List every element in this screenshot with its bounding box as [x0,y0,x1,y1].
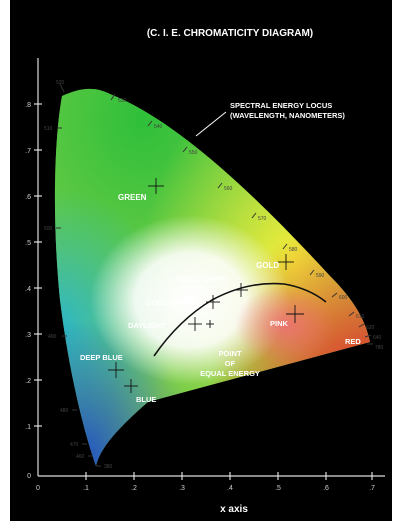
x-tick-label: 0 [36,485,40,492]
locus-label-line2: (WAVELENGTH, NANOMETERS) [230,111,345,120]
y-tick-label: 0 [27,473,31,480]
x-tick-label: .3 [179,485,185,492]
y-tick-label: .7 [25,148,31,155]
x-tick-label: .4 [227,485,233,492]
warm-white-label: WARM WHITE [176,275,226,284]
wavelength-label: 380 [104,464,113,470]
x-tick-label: .7 [369,485,375,492]
warm-white-marker [234,283,248,297]
wavelength-label: 460 [76,454,85,460]
diagram-title: (C. I. E. CHROMATICITY DIAGRAM) [147,28,313,39]
x-tick-label: .2 [131,485,137,492]
y-tick-labels: .8 .7 .6 .5 .4 .3 .2 .1 0 [25,102,31,480]
locus-callout-line [195,111,227,137]
wavelength-label: 480 [60,408,69,414]
wavelength-label: 580 [289,247,298,253]
wavelength-label: 780 [375,345,384,351]
wavelength-label: 620 [366,325,375,331]
blue-marker [124,379,138,393]
pink-marker [286,305,304,323]
y-tick-label: .5 [25,240,31,247]
wavelength-labels: 520 510 530 540 500 550 560 570 580 590 … [44,80,384,470]
wavelength-label: 610 [356,314,365,320]
wavelength-label: 510 [44,126,53,132]
wavelength-label: 590 [316,273,325,279]
pink-label: PINK [270,319,289,328]
wavelength-label: 550 [189,150,198,156]
y-tick-label: .1 [25,424,31,431]
equal-energy-marker [206,320,214,328]
x-tick-label: .5 [275,485,281,492]
wavelength-label: 540 [154,124,163,130]
wavelength-label: 520 [56,80,65,86]
x-tick-labels: 0 .1 .2 .3 .4 .5 .6 .7 [36,485,375,492]
y-tick-label: .3 [25,332,31,339]
daylight-label: DAYLIGHT [128,321,166,330]
point-markers [108,178,304,393]
green-marker [148,178,164,194]
blue-label: BLUE [136,395,156,404]
green-label: GREEN [118,193,147,202]
wavelength-label: 470 [70,442,79,448]
wavelength-label: 490 [48,334,57,340]
y-tick-label: .2 [25,378,31,385]
deep-blue-marker [108,362,124,378]
deep-blue-label: DEEP BLUE [80,353,123,362]
wavelength-label: 640 [373,335,382,341]
wavelength-label: 500 [44,226,53,232]
cool-white-marker [206,295,220,309]
equal-energy-label-3: EQUAL ENERGY [200,369,260,378]
wavelength-label: 560 [224,186,233,192]
axes [34,58,385,480]
gold-label: GOLD [256,261,279,270]
x-tick-label: .6 [323,485,329,492]
wavelength-markers [56,83,373,467]
y-tick-label: .4 [25,286,31,293]
gold-marker [278,254,294,270]
y-tick-label: .8 [25,102,31,109]
daylight-marker [188,317,202,331]
locus-label-line1: SPECTRAL ENERGY LOCUS [230,101,332,110]
wavelength-label: 530 [118,98,127,104]
equal-energy-label-2: OF [225,359,236,368]
wavelength-label: 570 [258,216,267,222]
wavelength-label: 600 [339,295,348,301]
y-tick-label: .6 [25,194,31,201]
x-tick-label: .1 [83,485,89,492]
x-axis-label: x axis [220,504,248,515]
equal-energy-label-1: POINT [219,349,242,358]
red-label: RED [345,337,361,346]
cool-white-label: COOL WHITE [146,298,194,307]
